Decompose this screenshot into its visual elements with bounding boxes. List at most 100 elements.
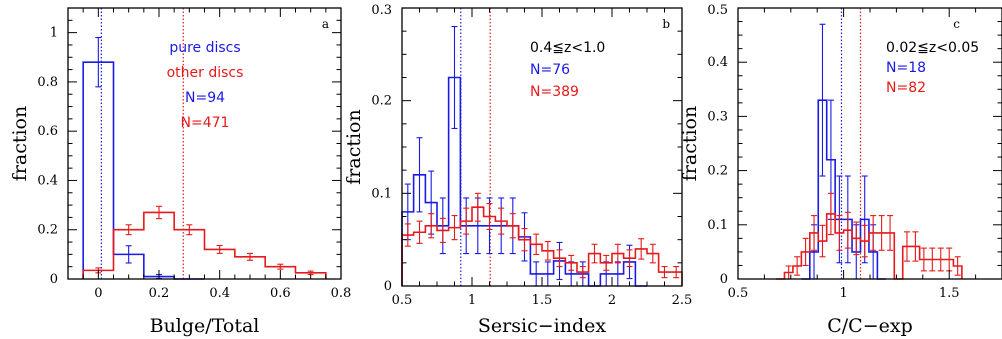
error-bar-red [568, 254, 575, 271]
x-axis-label: C/C−exp [827, 315, 913, 337]
annotation-black: 0.4≦z<1.0 [530, 40, 605, 56]
error-bar-red [474, 192, 481, 222]
annotation-blue: N=94 [185, 90, 225, 106]
y-tick-label: 0.8 [37, 75, 58, 90]
y-tick-label: 0.2 [707, 164, 728, 179]
error-bar-blue [451, 25, 458, 130]
y-axis-label: fraction [343, 109, 365, 184]
x-tick-label: 1.5 [939, 286, 960, 301]
error-bar-red [125, 224, 132, 236]
annotation-red: other discs [167, 65, 244, 81]
error-bar-blue [416, 137, 423, 213]
error-bar-red [819, 224, 826, 258]
error-bar-red [451, 215, 458, 241]
error-bar-red [544, 240, 551, 261]
error-bar-red [887, 215, 894, 251]
error-bar-red [661, 265, 668, 279]
error-bar-red [498, 207, 505, 235]
error-bar-red [673, 265, 680, 279]
error-bar-red [428, 213, 435, 239]
error-bar-blue [819, 23, 826, 177]
y-tick-label: 0.1 [371, 186, 392, 201]
y-tick-label: 0.1 [707, 218, 728, 233]
error-bar-red [416, 220, 423, 244]
y-tick-label: 0.3 [371, 3, 392, 18]
panel-a: 0 0.2 0.4 0.6 0.8 0 0.2 0.4 0.6 0.8 1 Bulge/Total fr… [9, 7, 352, 337]
error-bar-red [794, 256, 801, 276]
error-bar-red [878, 215, 885, 251]
panel-b: 0.5 1 1.5 2 2.5 0 0.1 0.2 0.3 Sersic−index fractio… [343, 3, 692, 337]
histogram-red [776, 213, 963, 280]
panel-letter: b [662, 17, 670, 31]
x-axis-label: Sersic−index [478, 315, 606, 337]
error-bar-red [156, 205, 162, 220]
x-tick-label: 0 [94, 286, 102, 301]
x-tick-label: 1 [468, 293, 476, 308]
x-tick-label: 1.5 [532, 293, 553, 308]
y-tick-label: 0.4 [707, 55, 728, 70]
x-tick-label: 2.5 [672, 293, 693, 308]
annotation-blue: N=76 [530, 62, 570, 78]
error-bar-red [920, 247, 927, 272]
histogram-red [82, 211, 327, 279]
annotation-blue: N=18 [886, 60, 926, 76]
error-bar-red [216, 244, 223, 254]
panel-c: 0.5 1 1.5 0 0.1 0.2 0.3 0.4 0.5 C/C−exp fraction c 0… [679, 3, 1002, 337]
error-bar-red [929, 247, 936, 272]
error-bar-red [186, 224, 193, 236]
error-bar-red [827, 192, 834, 236]
error-bar-blue [95, 37, 102, 88]
error-bar-red [603, 254, 610, 271]
error-bar-red [811, 215, 818, 251]
histogram-red [401, 206, 683, 286]
error-bar-red [638, 238, 645, 260]
error-bar-red [247, 252, 253, 261]
error-bar-red [649, 243, 656, 264]
y-tick-label: 0.5 [707, 3, 728, 18]
y-axis-label: fraction [679, 106, 701, 181]
x-tick-label: 2 [608, 293, 616, 308]
error-bar-red [486, 202, 493, 231]
error-bar-red [870, 215, 877, 251]
histogram-blue [801, 99, 886, 280]
error-bar-red [579, 265, 586, 279]
y-tick-label: 0.4 [37, 173, 58, 188]
annotation-red: N=82 [886, 80, 926, 96]
y-tick-label: 0.3 [707, 109, 728, 124]
annotation-red: N=389 [530, 84, 579, 100]
y-tick-label: 1 [50, 26, 58, 41]
error-bar-red [836, 215, 843, 251]
error-bar-red [521, 227, 528, 252]
error-bar-red [853, 221, 860, 256]
error-bar-red [509, 213, 516, 239]
error-bar-red [277, 263, 284, 270]
error-bar-red [844, 211, 851, 249]
x-tick-label: 0.8 [331, 286, 352, 301]
error-bar-red [954, 256, 961, 276]
error-bar-red [861, 224, 868, 258]
y-tick-label: 0.2 [371, 94, 392, 109]
annotation-black: 0.02≦z<0.05 [886, 40, 979, 56]
y-tick-label: 0 [720, 272, 728, 287]
error-bar-red [439, 217, 446, 243]
x-axis-label: Bulge/Total [150, 315, 260, 337]
error-bar-red [404, 223, 411, 247]
y-axis-label: fraction [9, 106, 31, 181]
error-bar-red [463, 207, 470, 235]
panel-letter: c [953, 17, 960, 31]
error-bar-blue [125, 245, 132, 264]
error-bar-red [591, 243, 598, 264]
error-bar-red [626, 249, 633, 268]
annotation-blue: pure discs [169, 40, 240, 56]
error-bar-red [912, 231, 919, 262]
x-tick-label: 1 [839, 286, 847, 301]
error-bar-red [937, 247, 944, 272]
x-tick-label: 0.5 [728, 286, 749, 301]
error-bar-red [556, 249, 563, 268]
annotation-red: N=471 [181, 115, 230, 131]
panel-letter: a [322, 17, 329, 31]
error-bar-red [533, 233, 540, 256]
x-tick-label: 0.4 [209, 286, 230, 301]
x-tick-label: 0.5 [392, 293, 413, 308]
